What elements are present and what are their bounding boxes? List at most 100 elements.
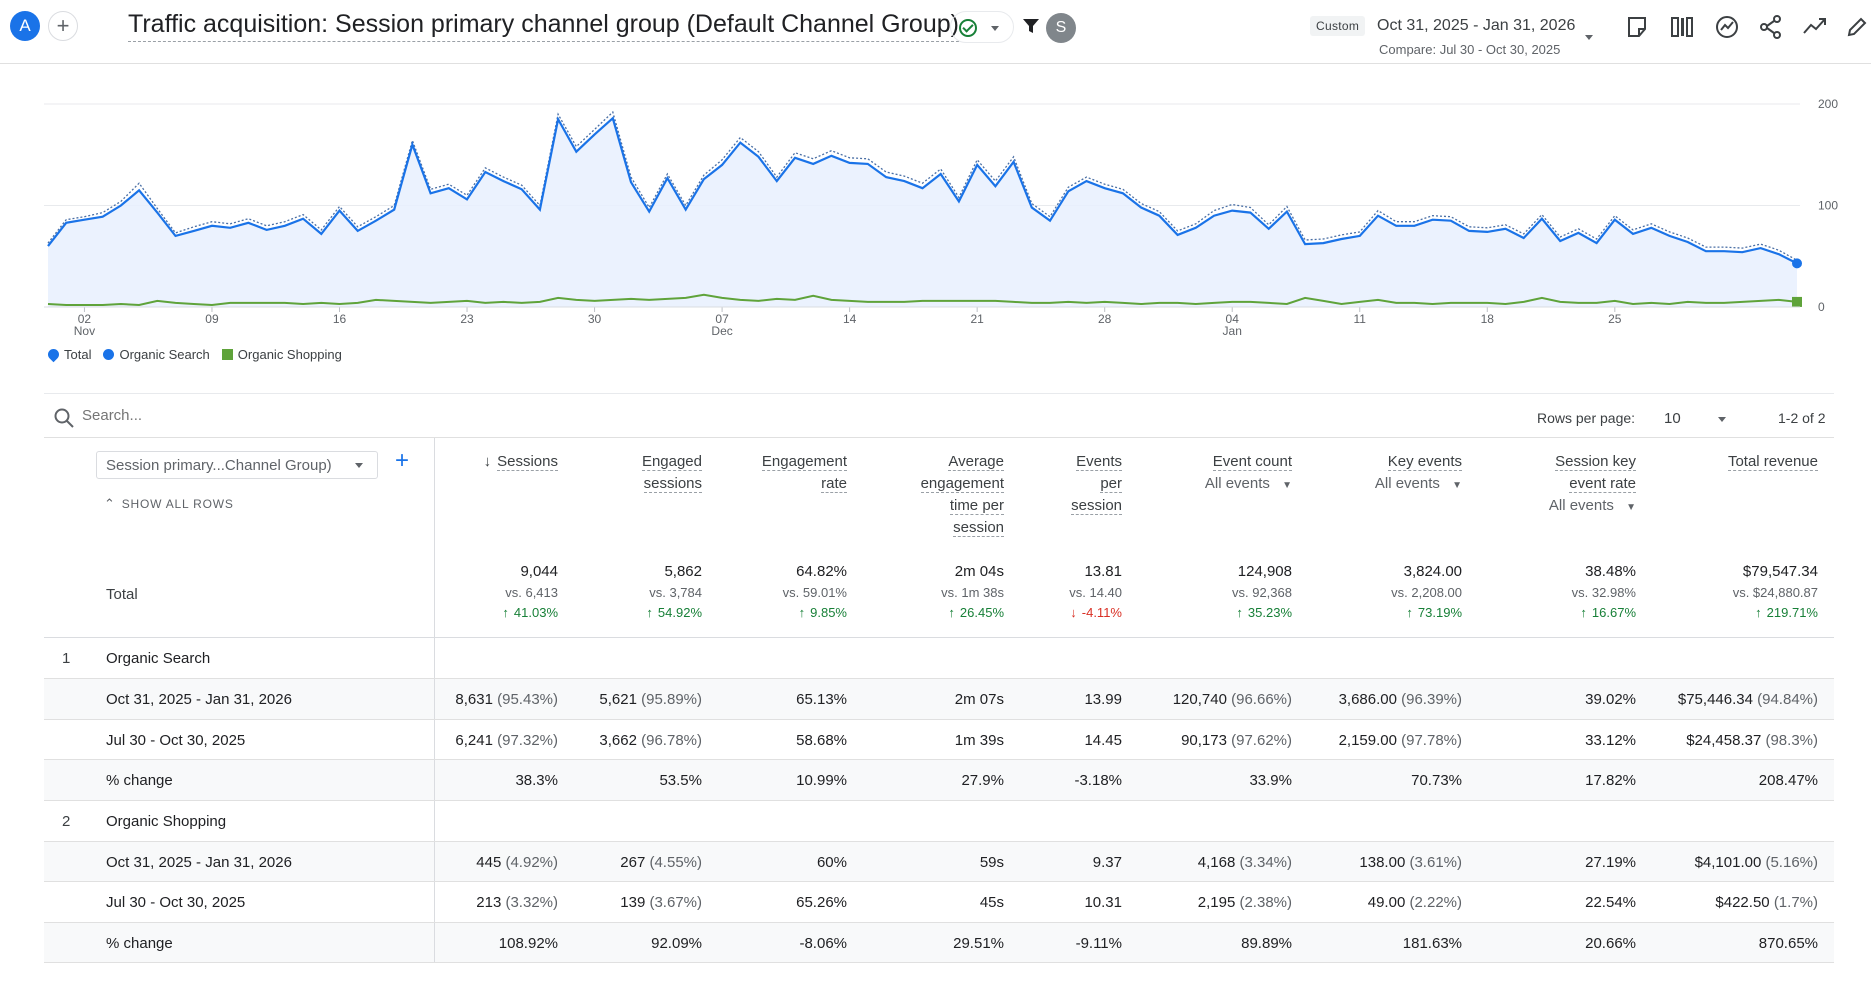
legend-item-organic-search[interactable]: Organic Search (103, 347, 210, 362)
top-bar: A + Traffic acquisition: Session primary… (0, 0, 1871, 64)
table-cell: 65.13% (796, 691, 847, 708)
sparkline-icon[interactable] (1801, 13, 1829, 41)
total-series-line (47, 110, 1798, 261)
table-cell: $24,458.37 (98.3%) (1686, 732, 1818, 749)
row-label: Oct 31, 2025 - Jan 31, 2026 (106, 853, 292, 871)
table-row[interactable]: Oct 31, 2025 - Jan 31, 2026 8,631 (95.43%… (44, 679, 1834, 720)
organic-search-area (48, 118, 1797, 307)
add-dimension-button[interactable]: + (395, 447, 410, 474)
report-status-dropdown[interactable] (950, 11, 1014, 43)
x-tick-label: 16 (333, 312, 347, 326)
cell-percent: (94.84%) (1757, 691, 1818, 708)
cell-value: 65.13% (796, 691, 847, 708)
column-header-3[interactable]: Average engagement time per session (920, 451, 1004, 539)
table-row[interactable]: % change 38.3% 53.5% 10.99% 27.9% -3.18% 33.9%… (44, 760, 1834, 801)
column-divider (434, 438, 435, 638)
total-compare-value: vs. 32.98% (1571, 585, 1636, 600)
rows-per-page-select[interactable]: 10 (1664, 410, 1681, 427)
cell-value: 5,621 (599, 691, 637, 708)
column-header-8[interactable]: Total revenue (1727, 451, 1818, 473)
organic-shopping-end-marker (1792, 296, 1802, 307)
cell-percent: (96.78%) (641, 731, 702, 749)
account-avatar[interactable]: A (10, 11, 40, 41)
group-name: Organic Shopping (106, 812, 227, 830)
table-cell: 33.12% (1585, 732, 1636, 749)
table-toolbar: Rows per page: 10 1-2 of 2 (44, 400, 1834, 438)
total-cell-6: 3,824.00 vs. 2,208.00 ↑ 73.19% (1391, 563, 1462, 620)
change-arrow-icon: ↑ (798, 605, 806, 620)
total-change-value: 219.71% (1766, 605, 1818, 620)
column-header-0[interactable]: ↓ Sessions (484, 451, 558, 473)
total-value: 64.82% (796, 563, 847, 580)
total-change-value: 73.19% (1417, 605, 1462, 620)
total-value: 5,862 (664, 563, 702, 580)
column-header-1[interactable]: Engaged sessions (641, 451, 702, 495)
column-header-2[interactable]: Engagement rate (761, 451, 847, 495)
cell-percent: (1.7%) (1773, 894, 1818, 911)
table-body: 1 Organic Search Oct 31, 2025 - Jan 31, 20… (44, 638, 1834, 963)
cell-value: 65.26% (796, 894, 847, 911)
chevron-down-icon: ▼ (1282, 480, 1292, 491)
date-range-picker[interactable]: Oct 31, 2025 - Jan 31, 2026 (1377, 17, 1576, 34)
search-input[interactable] (82, 407, 482, 424)
column-divider (434, 800, 435, 841)
cell-value: 3,686.00 (1338, 691, 1397, 708)
filter-icon[interactable] (1022, 17, 1040, 35)
table-cell: 181.63% (1403, 935, 1462, 952)
report-title[interactable]: Traffic acquisition: Session primary cha… (128, 10, 959, 42)
compare-range: Compare: Jul 30 - Oct 30, 2025 (1379, 42, 1561, 57)
table-row[interactable]: % change 108.92% 92.09% -8.06% 29.51% -9.11% 8… (44, 922, 1834, 963)
total-change-value: 26.45% (959, 605, 1004, 620)
column-header-4[interactable]: Events per session (1071, 451, 1122, 517)
cell-value: $4,101.00 (1694, 853, 1762, 871)
show-all-rows-button[interactable]: ⌃ SHOW ALL ROWS (104, 496, 234, 512)
dimension-select[interactable]: Session primary...Channel Group) (96, 451, 378, 479)
x-tick-label: 07 (715, 312, 729, 326)
cell-value: -8.06% (799, 934, 847, 952)
column-header-5[interactable]: Event count All events ▼ (1205, 451, 1292, 497)
share-icon[interactable] (1757, 13, 1785, 41)
column-header-7[interactable]: Session key event rate All events ▼ (1549, 451, 1636, 519)
table-row[interactable]: Jul 30 - Oct 30, 2025 213 (3.32%) 139 (3.6… (44, 882, 1834, 923)
cell-percent: (2.22%) (1409, 894, 1462, 911)
total-value: 124,908 (1237, 563, 1292, 580)
date-chevron-down-icon[interactable] (1585, 35, 1593, 40)
event-filter-select[interactable]: All events ▼ (1549, 495, 1636, 519)
trend-insights-icon[interactable] (1713, 13, 1741, 41)
total-cell-5: 124,908 vs. 92,368 ↑ 35.23% (1232, 563, 1292, 620)
compare-columns-icon[interactable] (1668, 13, 1696, 41)
table-row[interactable]: Oct 31, 2025 - Jan 31, 2026 445 (4.92%) 26… (44, 841, 1834, 882)
row-label: % change (106, 934, 173, 952)
total-change-value: -4.11% (1081, 605, 1122, 620)
cell-value: 92.09% (651, 934, 702, 952)
total-change: ↑ 219.71% (1733, 605, 1818, 620)
user-avatar[interactable]: S (1046, 13, 1076, 43)
total-compare-value: vs. 6,413 (505, 585, 558, 600)
cell-value: 39.02% (1585, 691, 1636, 708)
change-arrow-icon: ↓ (1070, 605, 1077, 620)
group-row[interactable]: 2 Organic Shopping (44, 800, 1834, 842)
event-filter-select[interactable]: All events ▼ (1375, 473, 1462, 497)
cell-percent: (3.34%) (1239, 853, 1292, 871)
edit-pencil-icon[interactable] (1843, 13, 1871, 41)
change-arrow-icon: ↑ (948, 605, 955, 620)
event-filter-select[interactable]: All events ▼ (1205, 473, 1292, 497)
data-table: Session primary...Channel Group) + ⌃ SHOW… (44, 438, 1834, 963)
group-row[interactable]: 1 Organic Search (44, 638, 1834, 679)
insights-note-icon[interactable] (1623, 13, 1651, 41)
cell-value: 20.66% (1585, 934, 1636, 952)
column-header-6[interactable]: Key events All events ▼ (1375, 451, 1462, 497)
cell-percent: (96.39%) (1401, 691, 1462, 708)
row-index: 1 (62, 650, 71, 667)
column-divider (434, 719, 435, 759)
total-marker-icon (45, 346, 62, 363)
legend-item-total[interactable]: Total (45, 346, 91, 363)
column-header-text: sessions (643, 475, 702, 493)
legend-label-organic-search: Organic Search (119, 347, 210, 362)
table-row[interactable]: Jul 30 - Oct 30, 2025 6,241 (97.32%) 3,662… (44, 719, 1834, 760)
add-comparison-button[interactable]: + (48, 11, 78, 41)
table-cell: 39.02% (1585, 691, 1636, 708)
rows-chevron-down-icon[interactable] (1718, 417, 1726, 422)
legend-item-organic-shopping[interactable]: Organic Shopping (221, 347, 342, 362)
total-value: 13.81 (1084, 563, 1122, 580)
